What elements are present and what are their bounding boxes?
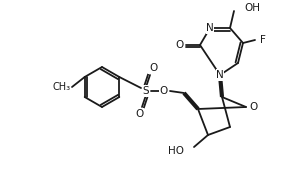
Text: HO: HO [168,146,184,156]
Text: F: F [260,35,266,45]
Text: O: O [135,109,143,119]
Text: N: N [216,70,224,80]
Text: O: O [160,86,168,96]
Text: CH₃: CH₃ [53,82,71,92]
Text: O: O [149,63,157,73]
Text: O: O [250,102,258,112]
Text: N: N [206,23,214,33]
Text: S: S [143,86,149,96]
Text: O: O [176,40,184,50]
Text: OH: OH [244,3,260,13]
